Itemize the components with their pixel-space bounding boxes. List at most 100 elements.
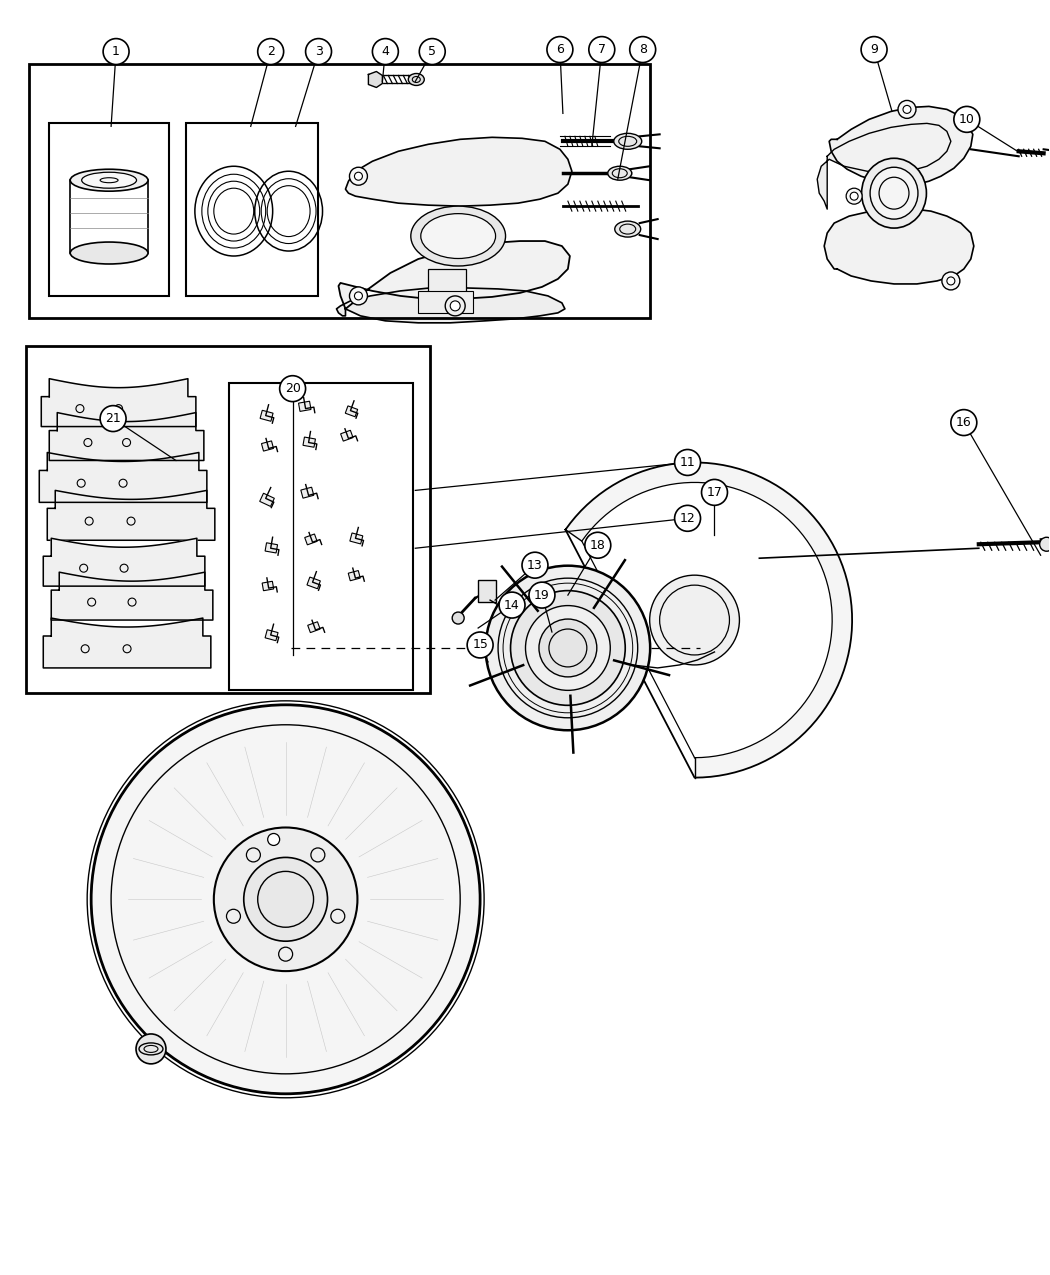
Bar [303, 437, 315, 448]
Bar [350, 533, 363, 544]
Circle shape [850, 193, 858, 200]
Circle shape [903, 106, 911, 113]
Circle shape [450, 301, 460, 311]
Polygon shape [566, 463, 853, 778]
Polygon shape [338, 241, 570, 309]
Polygon shape [43, 618, 211, 668]
Ellipse shape [650, 575, 739, 666]
Circle shape [103, 38, 129, 65]
Text: 13: 13 [527, 558, 543, 571]
Ellipse shape [614, 221, 640, 237]
Text: 6: 6 [555, 43, 564, 56]
Circle shape [522, 552, 548, 578]
Ellipse shape [244, 857, 328, 941]
Text: 10: 10 [959, 113, 974, 126]
Bar [428, 269, 466, 297]
Circle shape [268, 834, 279, 845]
Bar [345, 405, 358, 417]
Text: 4: 4 [381, 45, 390, 59]
Polygon shape [369, 71, 382, 88]
Bar [29, 64, 650, 317]
Text: 20: 20 [285, 382, 300, 395]
Bar [26, 346, 430, 692]
Text: 3: 3 [315, 45, 322, 59]
Text: 8: 8 [638, 43, 647, 56]
Bar [229, 382, 414, 690]
Circle shape [674, 450, 700, 476]
Circle shape [257, 38, 284, 65]
Ellipse shape [214, 827, 357, 972]
Circle shape [947, 277, 954, 284]
Ellipse shape [539, 620, 596, 677]
Circle shape [331, 909, 344, 923]
Circle shape [350, 167, 368, 185]
Ellipse shape [870, 167, 918, 219]
Text: 11: 11 [679, 456, 695, 469]
Circle shape [453, 612, 464, 623]
Bar [298, 402, 311, 412]
Text: 16: 16 [956, 416, 971, 430]
Circle shape [558, 692, 572, 706]
Text: 9: 9 [870, 43, 878, 56]
Circle shape [589, 37, 614, 62]
Circle shape [355, 292, 362, 300]
Ellipse shape [70, 242, 148, 264]
Text: 17: 17 [707, 486, 722, 499]
Bar [300, 487, 314, 499]
Circle shape [942, 272, 960, 289]
Circle shape [1040, 537, 1050, 551]
Bar [260, 411, 273, 421]
Circle shape [499, 592, 525, 618]
Ellipse shape [525, 606, 610, 690]
Circle shape [306, 38, 332, 65]
Circle shape [311, 848, 324, 862]
Ellipse shape [485, 566, 650, 731]
Ellipse shape [70, 170, 148, 191]
Bar [259, 493, 274, 506]
Bar [478, 580, 496, 602]
Bar [307, 578, 320, 589]
Polygon shape [817, 124, 951, 209]
Text: 18: 18 [590, 539, 606, 552]
Bar [186, 124, 317, 296]
Text: 21: 21 [105, 412, 121, 425]
Polygon shape [824, 209, 973, 284]
Bar [261, 441, 273, 451]
Bar [340, 430, 353, 441]
Polygon shape [336, 288, 565, 323]
Polygon shape [47, 491, 215, 541]
Circle shape [701, 479, 728, 505]
Polygon shape [39, 453, 207, 502]
Polygon shape [830, 106, 972, 184]
Polygon shape [41, 379, 196, 427]
Text: 5: 5 [428, 45, 436, 59]
Circle shape [227, 909, 240, 923]
Circle shape [674, 505, 700, 532]
Ellipse shape [510, 590, 625, 705]
Bar [262, 581, 274, 590]
Circle shape [861, 37, 887, 62]
Ellipse shape [608, 166, 632, 180]
Ellipse shape [862, 158, 926, 228]
Bar [308, 622, 320, 632]
Circle shape [279, 376, 306, 402]
Bar [265, 630, 278, 641]
Text: 14: 14 [504, 598, 520, 612]
Circle shape [953, 106, 980, 133]
Bar [49, 124, 169, 296]
Text: 1: 1 [112, 45, 120, 59]
Circle shape [355, 172, 362, 180]
Bar [418, 291, 474, 312]
Polygon shape [43, 538, 205, 586]
Circle shape [350, 287, 368, 305]
Text: 15: 15 [472, 639, 488, 652]
Ellipse shape [411, 207, 505, 266]
Circle shape [630, 37, 655, 62]
Bar [265, 543, 277, 553]
Circle shape [529, 583, 554, 608]
Polygon shape [51, 572, 213, 620]
Circle shape [951, 409, 977, 436]
Text: 2: 2 [267, 45, 275, 59]
Polygon shape [345, 138, 572, 207]
Ellipse shape [82, 172, 136, 189]
